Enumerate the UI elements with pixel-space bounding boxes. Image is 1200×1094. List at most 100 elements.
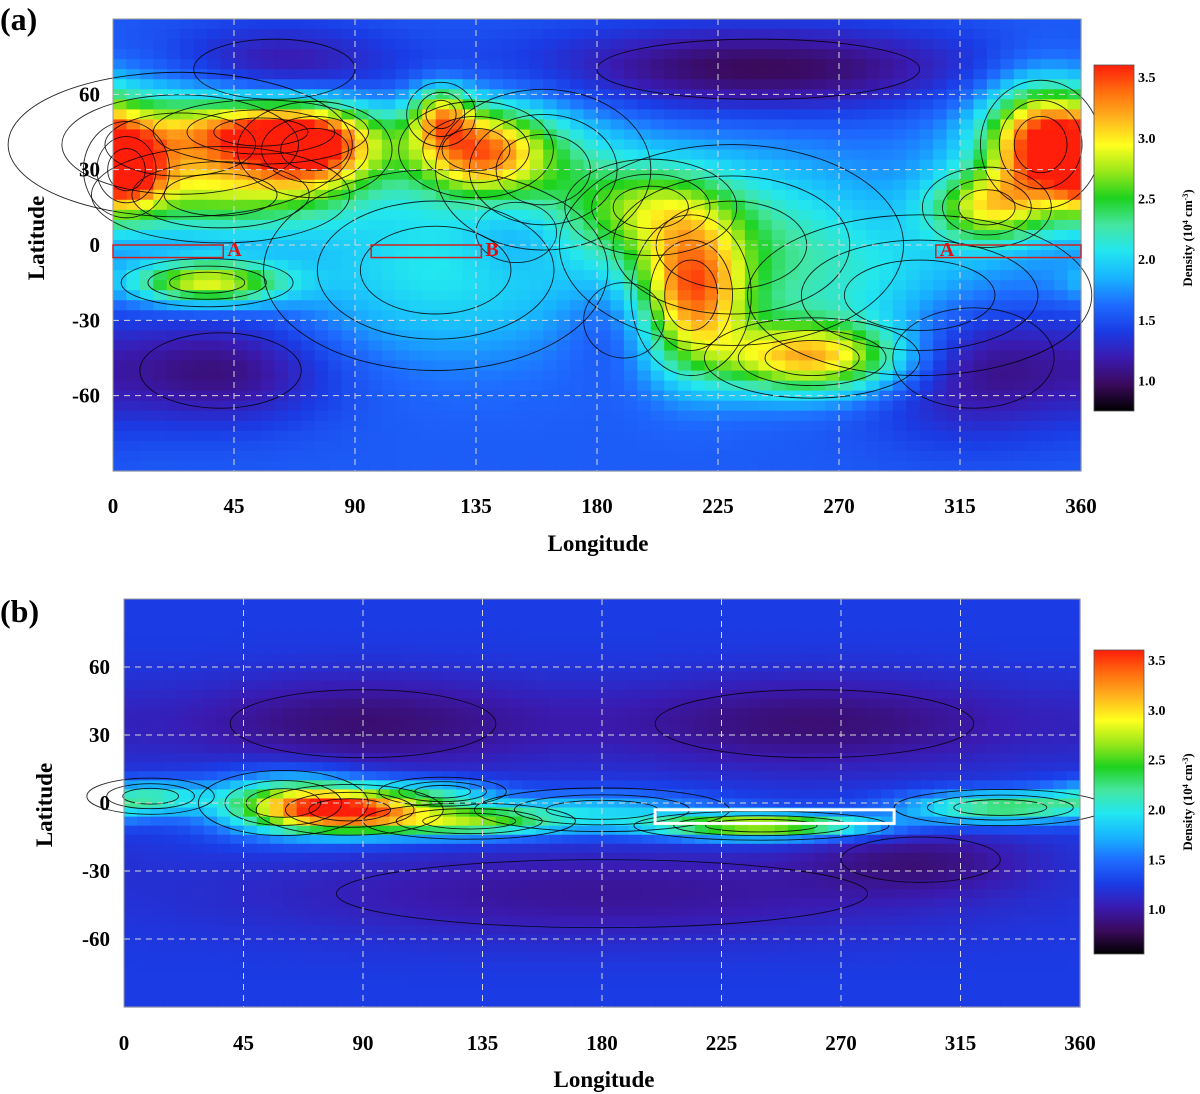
- heatmap-cell: [124, 771, 138, 781]
- heatmap-cell: [744, 460, 759, 472]
- heatmap-cell: [260, 400, 275, 412]
- heatmap-cell: [516, 49, 531, 60]
- heatmap-cell: [641, 753, 656, 763]
- heatmap-cell: [973, 260, 988, 271]
- heatmap-cell: [274, 270, 289, 281]
- heatmap-cell: [668, 653, 683, 664]
- heatmap-cell: [287, 340, 302, 352]
- heatmap-cell: [798, 119, 813, 131]
- heatmap-cell: [933, 789, 948, 800]
- heatmap-cell: [1026, 707, 1041, 718]
- heatmap-cell: [814, 617, 829, 627]
- heatmap-cell: [986, 280, 1001, 291]
- heatmap-cell: [180, 390, 195, 402]
- heatmap-cell: [256, 662, 271, 673]
- heatmap-cell: [1013, 29, 1028, 40]
- heatmap-cell: [476, 410, 491, 422]
- heatmap-cell: [1027, 189, 1042, 201]
- heatmap-cell: [1067, 49, 1082, 60]
- heatmap-cell: [879, 209, 894, 221]
- heatmap-cell: [973, 149, 988, 161]
- heatmap-cell: [256, 762, 271, 772]
- heatmap-cell: [623, 410, 638, 422]
- heatmap-cell: [623, 169, 638, 181]
- heatmap-cell: [1067, 310, 1082, 321]
- heatmap-cell: [812, 330, 827, 342]
- heatmap-cell: [1053, 789, 1068, 800]
- heatmap-cell: [314, 179, 329, 191]
- heatmap-cell: [867, 653, 882, 664]
- heatmap-cell: [1013, 735, 1028, 745]
- heatmap-cell: [801, 744, 816, 754]
- heatmap-cell: [731, 320, 746, 331]
- heatmap-cell: [455, 680, 470, 691]
- heatmap-cell: [247, 370, 262, 382]
- heatmap-cell: [610, 189, 625, 201]
- heatmap-cell: [933, 119, 948, 131]
- heatmap-cell: [260, 29, 275, 40]
- heatmap-cell: [548, 635, 563, 645]
- heatmap-cell: [562, 753, 577, 763]
- heatmap-cell: [973, 420, 988, 432]
- heatmap-cell: [641, 780, 656, 790]
- heatmap-cell: [336, 635, 351, 645]
- heatmap-cell: [691, 330, 706, 342]
- heatmap-cell: [368, 159, 383, 171]
- heatmap-cell: [880, 753, 895, 763]
- heatmap-cell: [180, 270, 195, 281]
- heatmap-cell: [597, 69, 612, 80]
- heatmap-cell: [721, 635, 736, 645]
- heatmap-cell: [718, 280, 733, 291]
- heatmap-cell: [718, 260, 733, 271]
- heatmap-cell: [416, 608, 430, 618]
- heatmap-cell: [381, 360, 396, 372]
- heatmap-cell: [681, 716, 696, 727]
- heatmap-cell: [395, 179, 410, 191]
- heatmap-cell: [946, 169, 961, 181]
- heatmap-cell: [395, 440, 410, 452]
- heatmap-cell: [1013, 159, 1028, 171]
- heatmap-cell: [839, 109, 854, 121]
- heatmap-cell: [543, 310, 558, 321]
- heatmap-cell: [502, 229, 517, 241]
- heatmap-cell: [610, 219, 625, 231]
- heatmap-cell: [1013, 350, 1028, 362]
- heatmap-cell: [597, 430, 612, 442]
- heatmap-cell: [502, 149, 517, 161]
- heatmap-cell: [1067, 420, 1082, 432]
- heatmap-cell: [283, 599, 298, 609]
- heatmap-cell: [583, 69, 598, 80]
- heatmap-cell: [177, 599, 191, 609]
- heatmap-cell: [502, 159, 517, 171]
- heatmap-cell: [193, 370, 208, 382]
- heatmap-cell: [502, 199, 517, 211]
- heatmap-cell: [758, 290, 773, 301]
- heatmap-cell: [287, 209, 302, 221]
- heatmap-cell: [516, 29, 531, 40]
- heatmap-cell: [664, 149, 679, 161]
- heatmap-cell: [368, 250, 383, 261]
- heatmap-cell: [852, 430, 867, 442]
- heatmap-cell: [744, 169, 759, 181]
- contour-line: [169, 271, 246, 294]
- heatmap-cell: [664, 250, 679, 261]
- heatmap-cell: [704, 99, 719, 110]
- heatmap-cell: [408, 320, 423, 331]
- heatmap-cell: [442, 662, 457, 673]
- heatmap-cell: [704, 400, 719, 412]
- heatmap-cell: [449, 229, 464, 241]
- heatmap-cell: [664, 290, 679, 301]
- contour-line: [131, 161, 310, 229]
- heatmap-cell: [1000, 320, 1015, 331]
- heatmap-cell: [785, 99, 800, 110]
- heatmap-cell: [1067, 139, 1082, 151]
- heatmap-cell: [1067, 29, 1082, 40]
- heatmap-cell: [368, 59, 383, 70]
- heatmap-cell: [442, 716, 457, 727]
- heatmap-cell: [220, 440, 235, 452]
- heatmap-cell: [234, 300, 249, 311]
- heatmap-cell: [641, 698, 656, 709]
- heatmap-cell: [126, 460, 141, 472]
- heatmap-cell: [839, 39, 854, 50]
- heatmap-cell: [748, 617, 762, 627]
